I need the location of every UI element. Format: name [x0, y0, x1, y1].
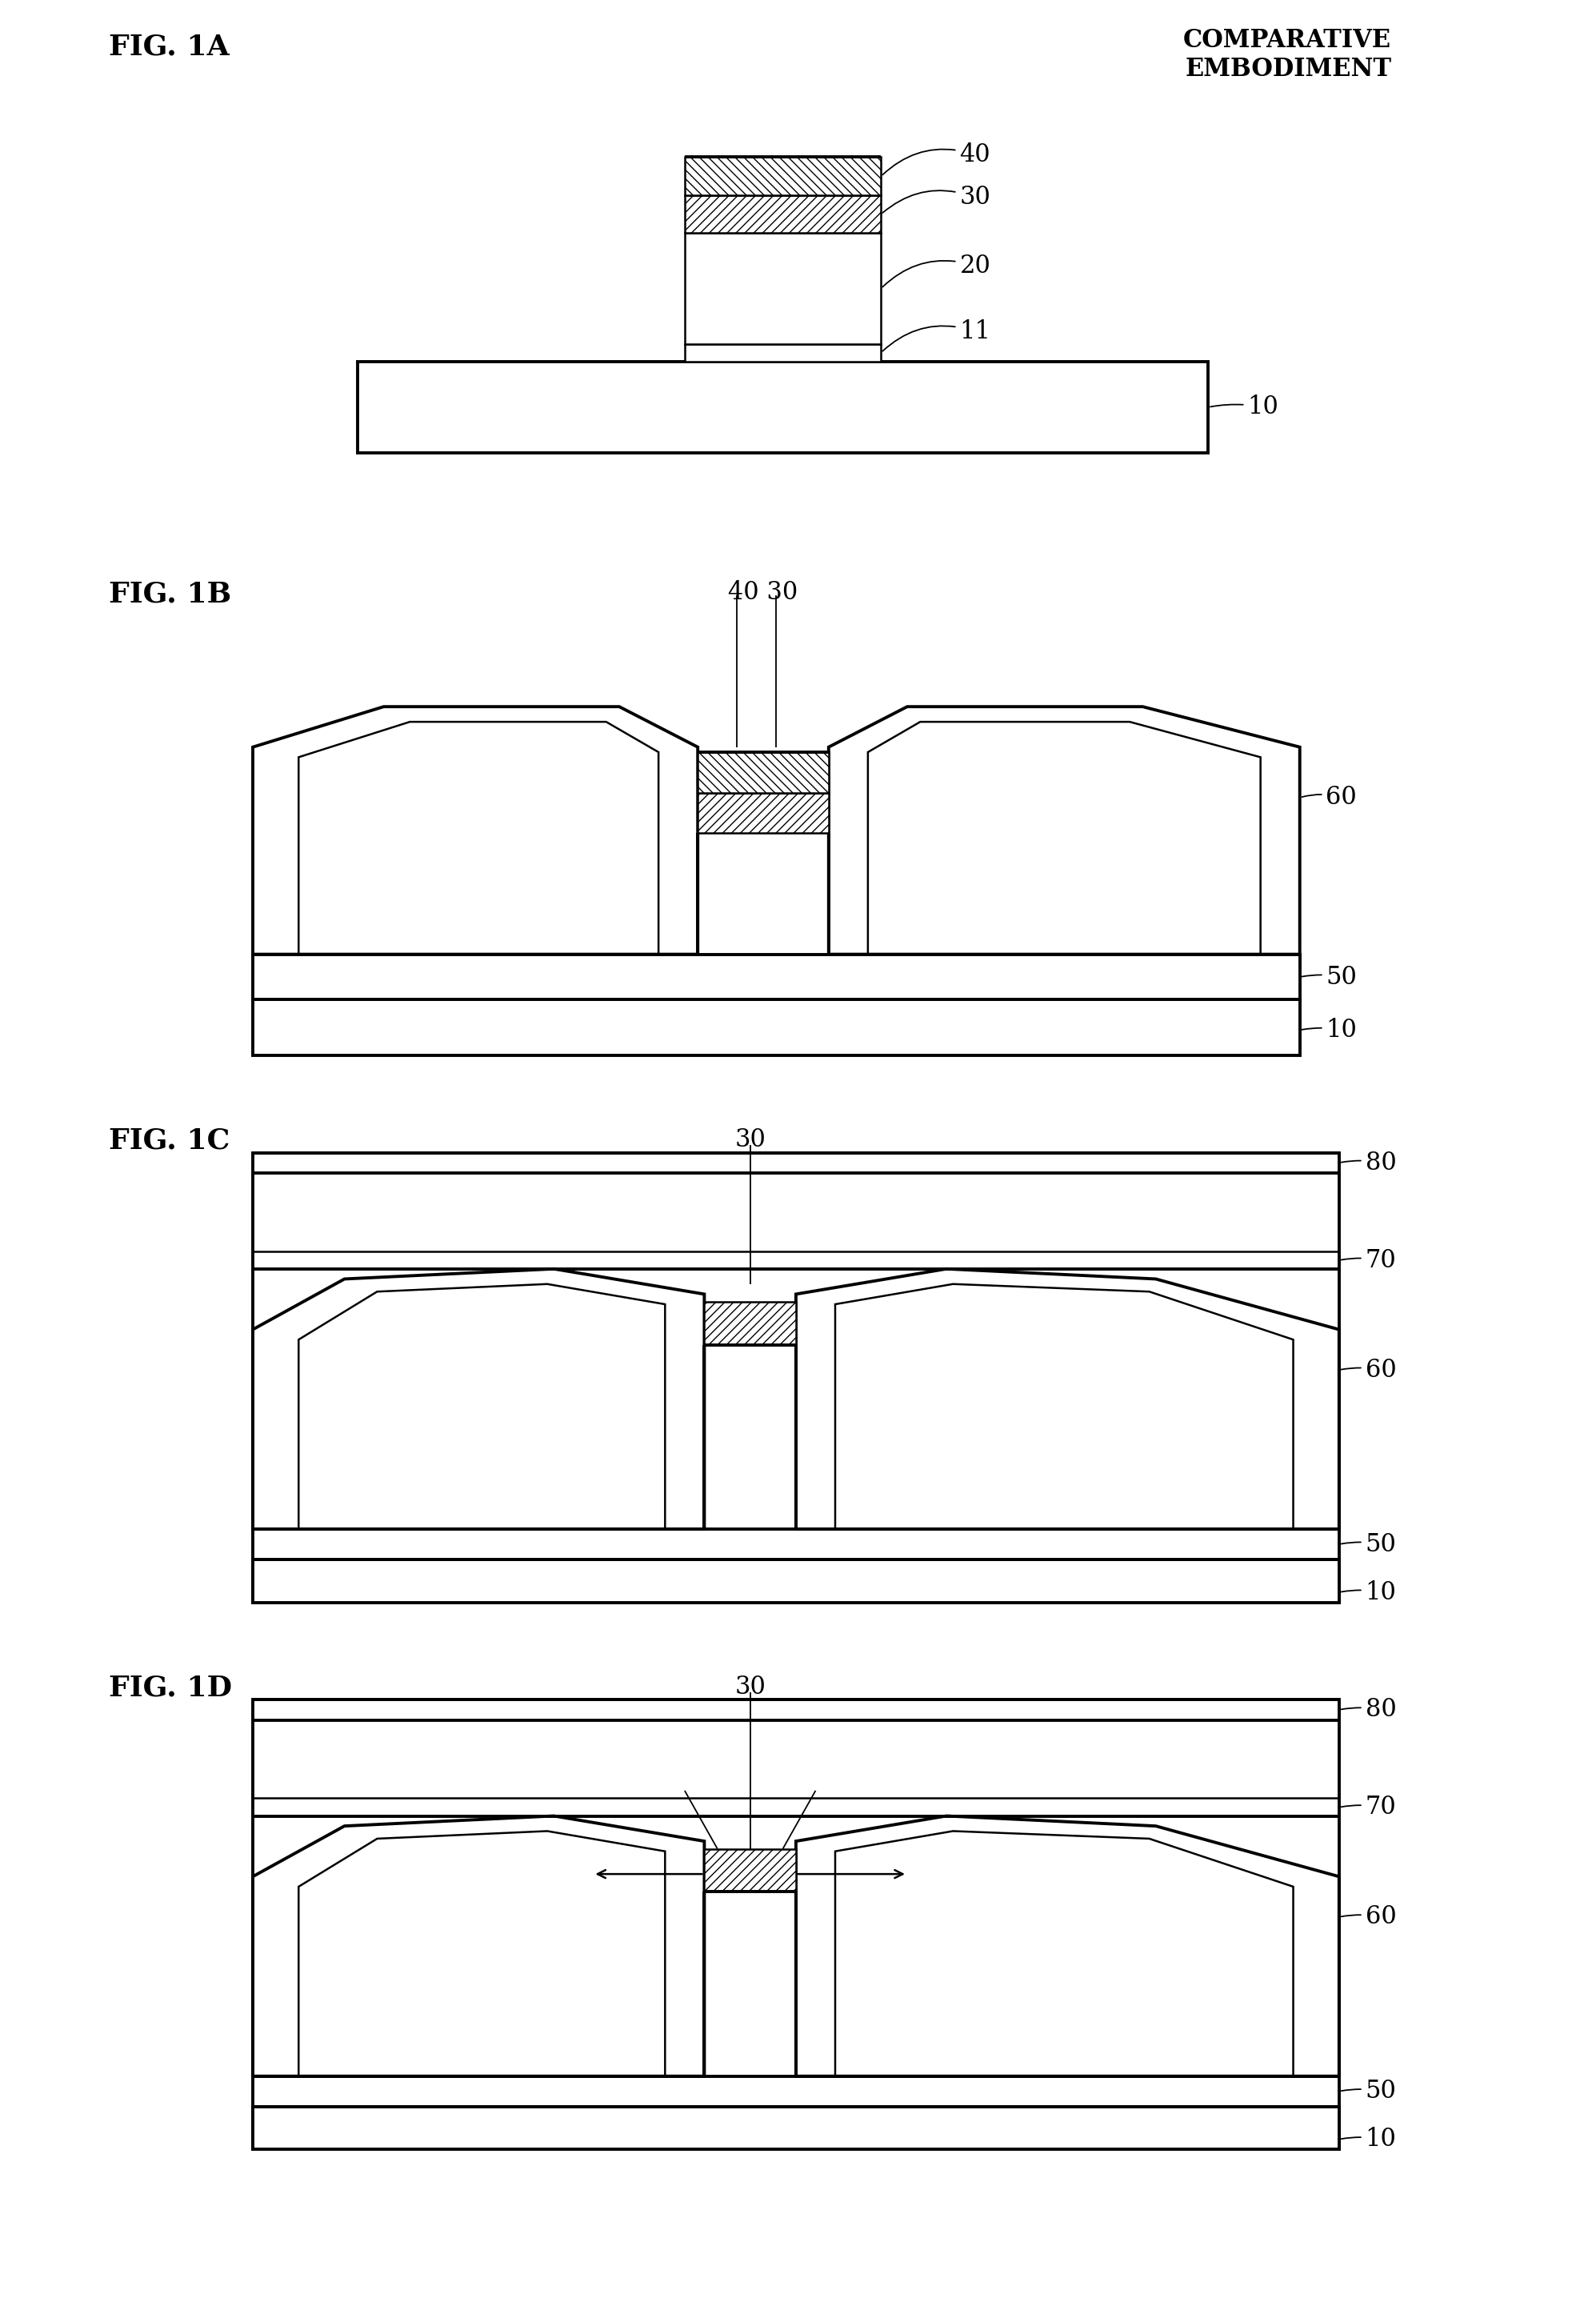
Text: 50: 50 [1302, 964, 1357, 990]
Bar [704, 1303, 796, 1344]
Text: FIG. 1A: FIG. 1A [109, 32, 230, 60]
Bar [358, 362, 1208, 452]
Bar [252, 999, 1299, 1055]
Bar [252, 955, 1299, 999]
Bar [252, 2107, 1339, 2149]
Text: 50: 50 [1341, 2079, 1396, 2105]
Bar [697, 751, 828, 793]
Text: 40 30: 40 30 [728, 580, 798, 605]
Text: 11: 11 [883, 320, 991, 350]
Text: FIG. 1B: FIG. 1B [109, 580, 231, 607]
Bar [252, 1560, 1339, 1602]
Bar [685, 195, 881, 232]
Text: FIG. 1D: FIG. 1D [109, 1674, 231, 1701]
Text: 10: 10 [1210, 394, 1278, 420]
Text: 10: 10 [1341, 2128, 1396, 2151]
Text: 40: 40 [883, 141, 991, 174]
Text: 80: 80 [1341, 1150, 1396, 1175]
Text: 60: 60 [1341, 1358, 1396, 1382]
Text: 20: 20 [883, 253, 991, 287]
Text: 50: 50 [1341, 1532, 1396, 1558]
Bar [252, 1152, 1339, 1602]
Bar [685, 232, 881, 343]
Text: 30: 30 [883, 185, 991, 213]
Text: 70: 70 [1341, 1794, 1396, 1820]
Bar [697, 793, 828, 832]
Bar [704, 1850, 796, 1891]
Text: 30: 30 [734, 1674, 766, 1699]
Text: 60: 60 [1341, 1905, 1396, 1929]
Text: 10: 10 [1341, 1581, 1396, 1604]
Bar [252, 1699, 1339, 2149]
Text: FIG. 1C: FIG. 1C [109, 1127, 230, 1154]
Bar [685, 158, 881, 195]
Text: 80: 80 [1341, 1697, 1396, 1722]
Bar [685, 343, 881, 362]
Text: 60: 60 [1302, 786, 1357, 809]
Text: COMPARATIVE
EMBODIMENT: COMPARATIVE EMBODIMENT [1183, 28, 1392, 81]
Text: 70: 70 [1341, 1247, 1396, 1273]
Text: 30: 30 [734, 1127, 766, 1152]
Text: 10: 10 [1302, 1018, 1357, 1043]
